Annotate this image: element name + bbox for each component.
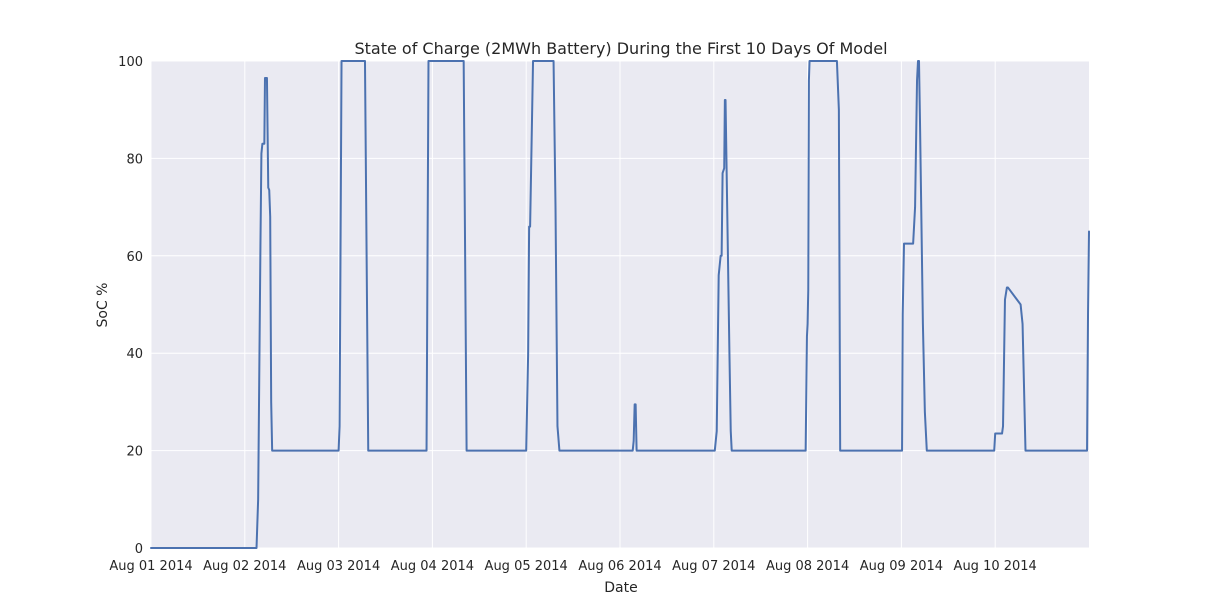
y-tick-labels: 0 20 40 60 80 100 [118, 55, 143, 557]
y-tick-label: 0 [135, 542, 143, 557]
x-tick-label: Aug 06 2014 [578, 559, 661, 574]
x-tick-label: Aug 09 2014 [860, 559, 943, 574]
x-tick-label: Aug 10 2014 [954, 559, 1037, 574]
y-tick-label: 100 [118, 55, 143, 70]
series-layer [150, 60, 1090, 549]
x-tick-label: Aug 08 2014 [766, 559, 849, 574]
x-axis-label: Date [604, 580, 637, 596]
grid-lines [150, 60, 1089, 549]
y-tick-label: 60 [126, 250, 143, 265]
y-tick-label: 20 [126, 445, 143, 460]
x-tick-label: Aug 01 2014 [109, 559, 192, 574]
x-tick-label: Aug 04 2014 [391, 559, 474, 574]
x-tick-label: Aug 02 2014 [203, 559, 286, 574]
y-tick-label: 80 [126, 152, 143, 167]
x-tick-labels: Aug 01 2014 Aug 02 2014 Aug 03 2014 Aug 04 … [109, 559, 1036, 574]
chart-title: State of Charge (2MWh Battery) During th… [354, 39, 887, 58]
y-tick-label: 40 [126, 347, 143, 362]
x-tick-label: Aug 05 2014 [485, 559, 568, 574]
soc-series-line [150, 60, 1090, 549]
y-axis-label: SoC % [95, 283, 111, 328]
x-tick-label: Aug 07 2014 [672, 559, 755, 574]
x-tick-label: Aug 03 2014 [297, 559, 380, 574]
